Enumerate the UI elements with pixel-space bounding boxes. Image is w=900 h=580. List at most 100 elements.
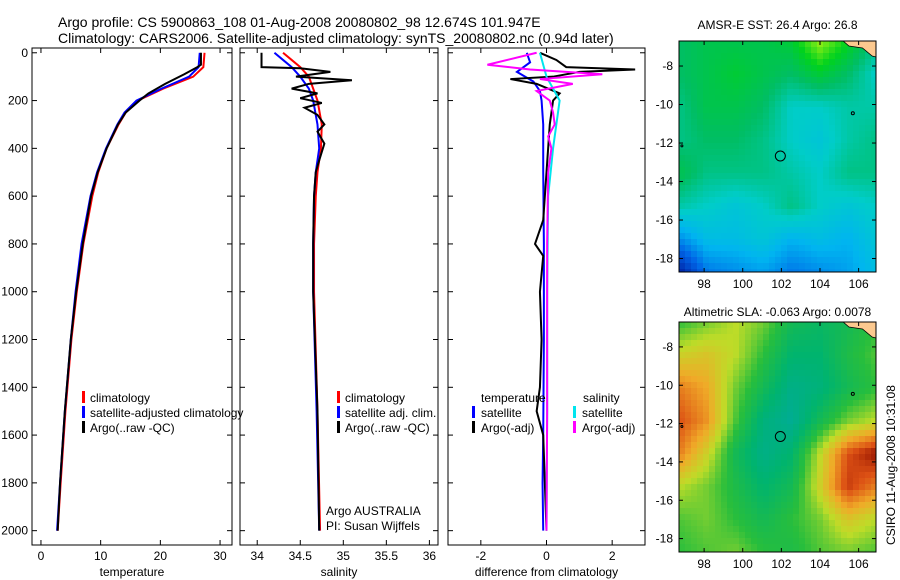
heatmap-cell [745,532,751,538]
heatmap-cell [799,179,805,185]
heatmap-cell [817,197,823,203]
heatmap-cell [787,466,793,472]
heatmap-cell [685,346,691,352]
heatmap-cell [757,370,763,376]
heatmap-cell [727,221,733,227]
heatmap-cell [823,424,829,430]
heatmap-cell [853,346,859,352]
heatmap-cell [727,143,733,149]
heatmap-cell [853,460,859,466]
heatmap-cell [859,340,865,346]
heatmap-cell [811,370,817,376]
heatmap-cell [691,209,697,215]
heatmap-cell [811,113,817,119]
heatmap-cell [685,143,691,149]
heatmap-cell [871,143,876,149]
heatmap-cell [853,233,859,239]
heatmap-cell [721,89,727,95]
heatmap-cell [727,346,733,352]
heatmap-cell [853,269,859,272]
heatmap-cell [733,221,739,227]
heatmap-cell [709,119,715,125]
heatmap-cell [709,227,715,233]
heatmap-cell [757,550,763,552]
heatmap-cell [841,394,847,400]
heatmap-cell [721,95,727,101]
heatmap-cell [763,113,769,119]
heatmap-cell [793,448,799,454]
heatmap-cell [793,544,799,550]
heatmap-cell [733,41,739,47]
heatmap-cell [793,508,799,514]
heatmap-cell [787,167,793,173]
heatmap-cell [703,203,709,209]
heatmap-cell [841,257,847,263]
heatmap-cell [811,41,817,47]
heatmap-cell [829,430,835,436]
legend-header-temperature: temperature [481,391,546,405]
heatmap-cell [691,496,697,502]
heatmap-cell [751,490,757,496]
heatmap-cell [799,394,805,400]
heatmap-cell [739,322,745,328]
heatmap-cell [775,209,781,215]
heatmap-cell [697,41,703,47]
heatmap-cell [721,430,727,436]
heatmap-cell [793,59,799,65]
heatmap-cell [841,544,847,550]
heatmap-cell [751,221,757,227]
heatmap-cell [727,436,733,442]
heatmap-cell [817,502,823,508]
heatmap-cell [805,227,811,233]
heatmap-cell [679,221,685,227]
heatmap-cell [871,119,876,125]
heatmap-cell [775,155,781,161]
heatmap-cell [799,251,805,257]
heatmap-cell [805,352,811,358]
heatmap-cell [835,143,841,149]
heatmap-cell [721,508,727,514]
heatmap-cell [715,95,721,101]
heatmap-cell [697,143,703,149]
heatmap-cell [859,400,865,406]
heatmap-cell [835,550,841,552]
heatmap-cell [811,532,817,538]
heatmap-cell [799,526,805,532]
heatmap-cell [691,77,697,83]
heatmap-cell [805,472,811,478]
heatmap-cell [733,71,739,77]
heatmap-cell [709,143,715,149]
heatmap-cell [679,251,685,257]
heatmap-cell [799,77,805,83]
heatmap-cell [727,191,733,197]
heatmap-cell [769,424,775,430]
heatmap-cell [853,340,859,346]
heatmap-cell [733,137,739,143]
heatmap-cell [715,245,721,251]
heatmap-cell [697,442,703,448]
heatmap-cell [721,358,727,364]
heatmap-cell [715,388,721,394]
heatmap-cell [835,71,841,77]
heatmap-cell [745,382,751,388]
heatmap-cell [805,269,811,272]
heatmap-cell [841,155,847,161]
heatmap-cell [733,400,739,406]
heatmap-cell [703,233,709,239]
heatmap-cell [817,101,823,107]
heatmap-cell [811,520,817,526]
heatmap-cell [751,526,757,532]
heatmap-cell [865,520,871,526]
heatmap-cell [751,233,757,239]
heatmap-cell [685,59,691,65]
heatmap-cell [871,71,876,77]
heatmap-cell [685,95,691,101]
heatmap-cell [835,418,841,424]
heatmap-cell [721,227,727,233]
heatmap-cell [697,155,703,161]
heatmap-cell [805,71,811,77]
heatmap-cell [847,131,853,137]
heatmap-cell [865,418,871,424]
heatmap-cell [715,532,721,538]
heatmap-cell [727,239,733,245]
